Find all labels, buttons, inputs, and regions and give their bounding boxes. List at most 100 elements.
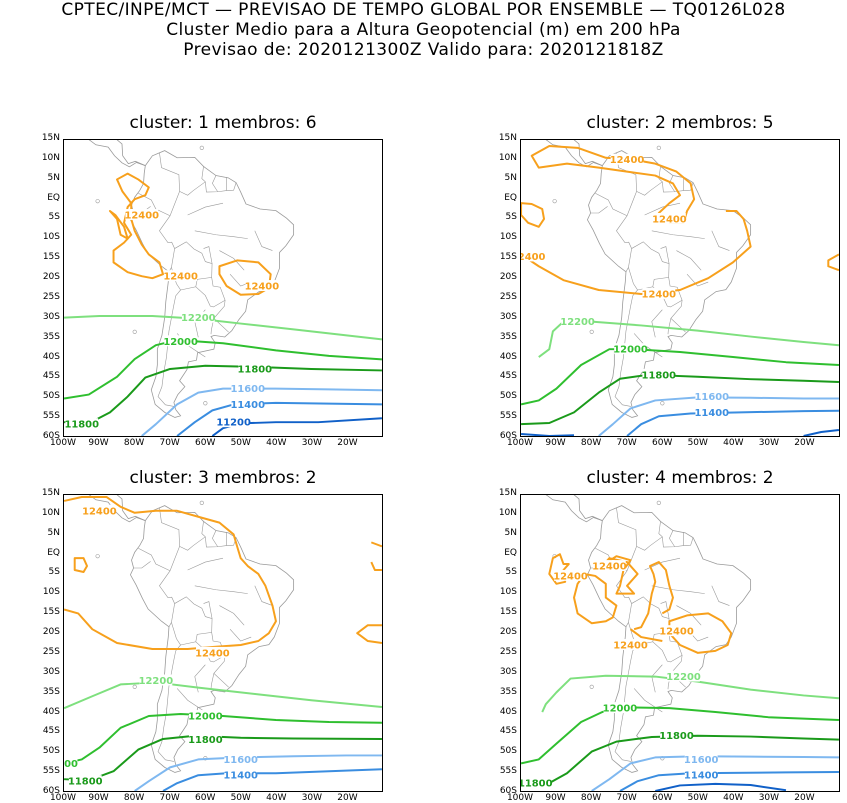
lon-tick-label: 50W — [687, 438, 708, 448]
country-border — [229, 628, 252, 642]
island — [203, 401, 208, 406]
lat-tick-label: 10S — [499, 232, 517, 243]
contour-12400 — [629, 628, 663, 642]
lat-tick-label: 50S — [42, 746, 60, 757]
lat-tick-label: 15N — [41, 488, 60, 498]
lon-tick-label: 90W — [88, 438, 109, 448]
island — [199, 500, 204, 505]
country-border — [179, 536, 206, 551]
lon-tick-label: 80W — [123, 793, 145, 803]
map-plot: 1240012400122001200011800116001140020001… — [64, 495, 382, 791]
lat-tick-label: 15N — [498, 488, 517, 498]
contour-12400 — [370, 561, 382, 571]
lon-tick-label: 100W — [506, 793, 534, 803]
country-border — [651, 230, 705, 239]
panel-title: cluster: 2 membros: 5 — [586, 113, 774, 133]
contour-label: 11600 — [230, 384, 265, 395]
country-border — [201, 166, 237, 193]
lon-tick-label: 20W — [337, 793, 358, 803]
lon-tick-label: 30W — [758, 793, 780, 803]
lon-tick-label: 80W — [580, 793, 602, 803]
contour-label: 12400 — [82, 506, 117, 517]
lat-tick-label: 55S — [42, 766, 60, 777]
lat-tick-label: 5S — [505, 567, 517, 578]
lon-tick-label: 20W — [794, 438, 815, 448]
country-border — [213, 300, 229, 333]
lat-tick-label: 15S — [42, 607, 60, 618]
island — [199, 145, 204, 150]
country-border — [201, 521, 237, 548]
island — [656, 500, 661, 505]
contour-12400 — [370, 541, 382, 548]
country-border — [616, 507, 637, 571]
lon-tick-label: 90W — [545, 438, 566, 448]
island — [95, 199, 100, 204]
lat-tick-label: 40S — [499, 351, 517, 362]
island — [132, 684, 137, 689]
lon-tick-label: 80W — [123, 438, 145, 448]
country-border — [254, 230, 273, 251]
contour-11600 — [141, 387, 382, 436]
lat-tick-label: 15S — [499, 252, 517, 263]
country-border — [590, 206, 608, 214]
contour-label: 12400 — [610, 155, 645, 166]
lat-tick-label: 25S — [499, 646, 517, 657]
coastline — [88, 140, 146, 168]
lon-tick-label: 90W — [545, 793, 566, 803]
country-border — [670, 300, 686, 333]
country-border — [631, 241, 670, 291]
contour-label: 12400 — [553, 571, 588, 582]
lon-tick-label: 70W — [616, 793, 637, 803]
contour-label: 12200 — [139, 676, 174, 687]
coastline — [573, 140, 603, 166]
lon-tick-label: 40W — [723, 793, 744, 803]
coastline — [586, 150, 752, 418]
contour-label: 2000 — [64, 759, 78, 770]
lon-tick-label: 100W — [49, 438, 77, 448]
lat-tick-label: 55S — [499, 411, 517, 422]
lat-tick-label: 30S — [499, 666, 517, 677]
map-plot: 12400 12400 12400 12200 12000 11800 11800 11600… — [64, 140, 382, 436]
lat-tick-label: EQ — [47, 192, 60, 203]
lat-tick-label: 50S — [499, 746, 517, 757]
contour-label: 11400 — [230, 400, 265, 411]
contour-label: 12400 — [652, 214, 687, 225]
contour-12000 — [64, 713, 382, 765]
lat-tick-label: 60S — [42, 786, 60, 796]
contour-12400 — [64, 495, 277, 650]
contour-11200 — [655, 782, 787, 791]
map-frame: 12400 12400 12400 12400 12200 12000 11800 11600… — [520, 494, 840, 792]
country-border — [658, 166, 694, 193]
coastline — [573, 495, 603, 521]
lon-tick-label: 20W — [337, 438, 358, 448]
lon-tick-label: 30W — [301, 793, 323, 803]
map-panel-2: cluster: 2 membros: 51240012400124001240… — [499, 113, 840, 448]
country-border — [652, 632, 683, 663]
figure-header: CPTEC/INPE/MCT — PREVISAO DE TEMPO GLOBA… — [0, 0, 847, 60]
coastline — [88, 495, 146, 523]
contour-12400 — [827, 253, 839, 272]
header-line-3: Previsao de: 2020121300Z Valido para: 20… — [183, 40, 664, 60]
country-border — [667, 318, 672, 335]
lat-tick-label: 60S — [42, 431, 60, 441]
lat-tick-label: 60S — [499, 786, 517, 796]
lon-tick-label: 20W — [794, 793, 815, 803]
contour-12400 — [112, 172, 164, 280]
country-border — [711, 585, 730, 606]
lat-tick-label: 25S — [42, 291, 60, 302]
coastline — [545, 140, 603, 168]
country-border — [686, 273, 709, 287]
country-border — [254, 585, 273, 606]
lat-tick-label: 5S — [505, 212, 517, 223]
map-panel-3: cluster: 3 membros: 2 12400 12400 12200 1200… — [42, 468, 383, 803]
lon-tick-label: 50W — [687, 793, 708, 803]
contour-label: 11200 — [216, 418, 251, 429]
contour-label: 12000 — [163, 337, 198, 348]
contour-label: 11400 — [695, 408, 730, 419]
coastline — [129, 150, 295, 418]
country-border — [159, 215, 175, 272]
contour-label: 11400 — [223, 771, 258, 782]
lat-tick-label: 40S — [499, 706, 517, 717]
lat-tick-label: 15S — [499, 607, 517, 618]
lat-tick-label: 40S — [42, 351, 60, 362]
